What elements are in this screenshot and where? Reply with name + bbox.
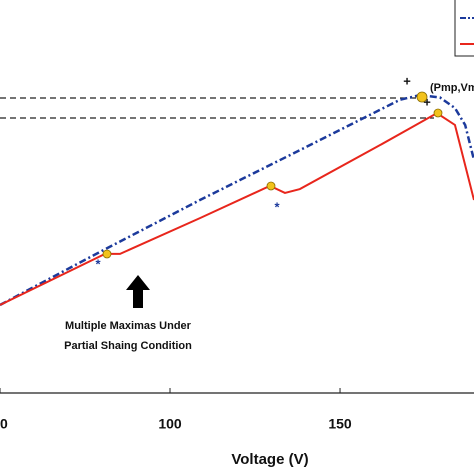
series-line [0,93,474,307]
arrow [126,275,150,308]
x-tick-label: 100 [158,416,182,432]
reference-lines [0,97,434,119]
star-marker: * [95,256,101,271]
x-tick-label: 150 [328,416,352,432]
peak-marker [433,108,443,118]
plus-marker: + [423,94,431,109]
peak-marker [266,181,276,191]
star-marker: * [274,199,280,214]
legend-box [454,0,474,57]
series-line [0,112,474,306]
peak-marker [102,249,112,259]
point-markers: + + * * [95,73,431,271]
plus-marker: + [403,73,411,88]
peak-label: (Pmp,Vm [430,82,474,94]
annotation: Partial Shaing Condition [64,340,192,352]
annotation: Multiple Maximas Under [65,320,192,332]
x-axis-label: Voltage (V) [231,451,308,468]
peak-marker [416,91,428,103]
x-tick-label: 50 [0,416,8,432]
